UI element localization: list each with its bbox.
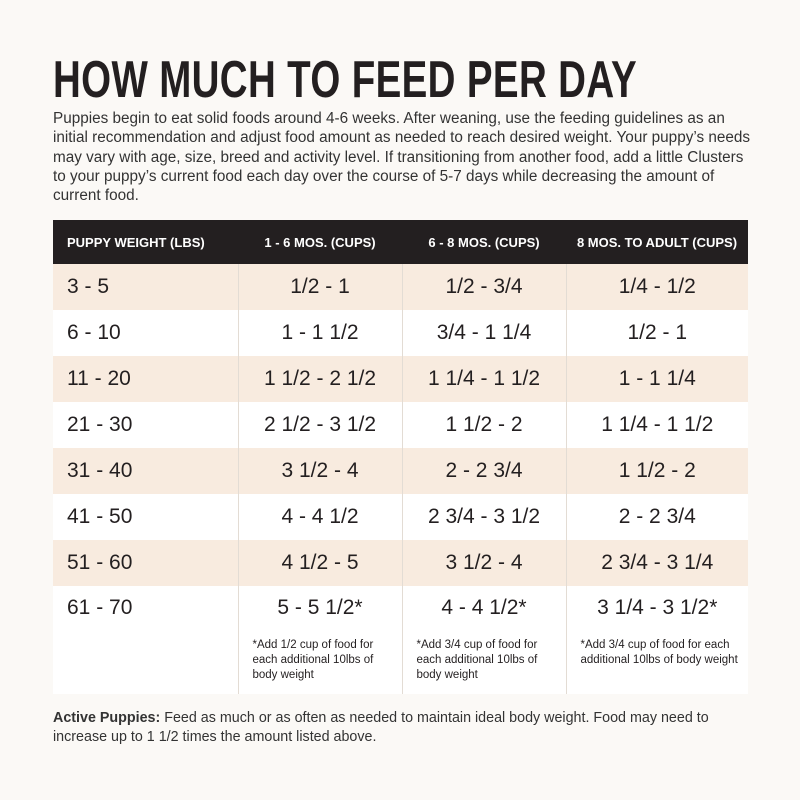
- table-cell: 61 - 70: [53, 586, 238, 694]
- cell-value: 1 1/4 - 1 1/2: [601, 413, 714, 436]
- cell-value: 2 - 2 3/4: [618, 505, 696, 528]
- cell-value: 4 - 4 1/2*: [441, 596, 527, 619]
- note: *Add 3/4 cup of food for each additional…: [416, 639, 538, 681]
- cell-value: 2 3/4 - 3 1/4: [601, 551, 714, 574]
- cell-value: 41 - 50: [67, 505, 133, 528]
- cell-value: 1 1/2 - 2: [618, 459, 696, 482]
- cell-value: 1/2 - 3/4: [445, 275, 523, 298]
- column-header: 6 - 8 MOS. (CUPS): [402, 220, 566, 264]
- table-cell: 3 - 5: [53, 264, 238, 310]
- table-row: 31 - 40 3 1/2 - 4 2 - 2 3/4 1 1/2 - 2: [53, 448, 748, 494]
- table-cell: 3 1/2 - 4: [237, 448, 402, 494]
- table-cell: 31 - 40: [53, 448, 238, 494]
- table-body: 3 - 5 1/2 - 1 1/2 - 3/4 1/4 - 1/2 6 - 10 1 - …: [53, 264, 748, 694]
- cell-value: 1/2 - 1: [290, 275, 350, 298]
- table-cell: 2 1/2 - 3 1/2: [237, 402, 402, 448]
- table-cell: 4 - 4 1/2* *Add 3/4 cup of food for each …: [401, 586, 566, 694]
- cell-value: 4 1/2 - 5: [281, 551, 359, 574]
- table-cell: 2 - 2 3/4: [565, 494, 748, 540]
- table-cell: 4 - 4 1/2: [237, 494, 402, 540]
- table-cell: 1 1/2 - 2: [565, 448, 748, 494]
- table-row: 51 - 60 4 1/2 - 5 3 1/2 - 4 2 3/4 - 3 1/4: [53, 540, 748, 586]
- cell-value: 1 - 1 1/2: [281, 321, 359, 344]
- table-row: 11 - 20 1 1/2 - 2 1/2 1 1/4 - 1 1/2 1 - 1 1…: [53, 356, 748, 402]
- cell-value: 61 - 70: [67, 596, 133, 619]
- footer: Active Puppies: Feed as much or as often…: [53, 709, 753, 746]
- note: *Add 3/4 cup of food for each additional…: [580, 639, 738, 666]
- cell-value: 4 - 4 1/2: [281, 505, 359, 528]
- table-cell: 3 1/2 - 4: [401, 540, 566, 586]
- cell-value: 2 - 2 3/4: [445, 459, 523, 482]
- cell-value: 1 1/2 - 2: [445, 413, 523, 436]
- table-row: 61 - 70 5 - 5 1/2* *Add 1/2 cup of food fo…: [53, 586, 748, 694]
- cell-value: 11 - 20: [67, 367, 131, 390]
- cell-value: 5 - 5 1/2*: [277, 596, 363, 619]
- table-cell: 1/2 - 3/4: [401, 264, 566, 310]
- cell-value: 3 1/2 - 4: [445, 551, 523, 574]
- cell-value: 3 - 5: [67, 275, 110, 298]
- column-header: 1 - 6 MOS. (CUPS): [238, 220, 402, 264]
- header-row: PUPPY WEIGHT (LBS) 1 - 6 MOS. (CUPS) 6 - 8…: [53, 220, 748, 264]
- note: *Add 1/2 cup of food for each additional…: [252, 639, 374, 681]
- table-cell: 3 1/4 - 3 1/2* *Add 3/4 cup of food for e…: [565, 586, 748, 694]
- intro: Puppies begin to eat solid foods around …: [53, 110, 751, 205]
- table-cell: 51 - 60: [53, 540, 238, 586]
- cell-value: 21 - 30: [67, 413, 133, 436]
- footer-label: Active Puppies:: [53, 710, 161, 726]
- cell-value: 3 1/2 - 4: [281, 459, 359, 482]
- table-cell: 1 1/4 - 1 1/2: [565, 402, 748, 448]
- cell-value: 51 - 60: [67, 551, 133, 574]
- table-cell: 2 3/4 - 3 1/4: [565, 540, 748, 586]
- cell-value: 2 3/4 - 3 1/2: [427, 505, 541, 528]
- table-cell: 1 1/4 - 1 1/2: [401, 356, 566, 402]
- cell-value: 3 1/4 - 3 1/2*: [597, 596, 718, 619]
- table-cell: 21 - 30: [53, 402, 238, 448]
- table-cell: 1/2 - 1: [237, 264, 402, 310]
- table-cell: 2 - 2 3/4: [401, 448, 566, 494]
- table-cell: 41 - 50: [53, 494, 238, 540]
- table-row: 21 - 30 2 1/2 - 3 1/2 1 1/2 - 2 1 1/4 - 1 1…: [53, 402, 748, 448]
- cell-value: 6 - 10: [67, 321, 121, 344]
- table-cell: 6 - 10: [53, 310, 238, 356]
- cell-value: 1/4 - 1/2: [618, 275, 696, 298]
- cell-value: 1 - 1 1/4: [618, 367, 696, 390]
- table-cell: 2 3/4 - 3 1/2: [401, 494, 566, 540]
- cell-value: 1/2 - 1: [627, 321, 688, 344]
- column-header: 8 MOS. TO ADULT (CUPS): [566, 220, 748, 264]
- feeding-table: PUPPY WEIGHT (LBS) 1 - 6 MOS. (CUPS) 6 - 8…: [53, 220, 748, 694]
- cell-value: 1 1/4 - 1 1/2: [427, 367, 541, 390]
- cell-value: 3/4 - 1 1/4: [436, 321, 532, 344]
- table-cell: 4 1/2 - 5: [237, 540, 402, 586]
- cell-value: 2 1/2 - 3 1/2: [263, 413, 377, 436]
- table-cell: 1 1/2 - 2 1/2: [237, 356, 402, 402]
- table-cell: 5 - 5 1/2* *Add 1/2 cup of food for each …: [237, 586, 402, 694]
- table-row: 6 - 10 1 - 1 1/2 3/4 - 1 1/4 1/2 - 1: [53, 310, 748, 356]
- title: HOW MUCH TO FEED PER DAY: [53, 51, 637, 109]
- cell-value: 1 1/2 - 2 1/2: [263, 367, 377, 390]
- table-row: 3 - 5 1/2 - 1 1/2 - 3/4 1/4 - 1/2: [53, 264, 748, 310]
- column-header: PUPPY WEIGHT (LBS): [53, 220, 238, 264]
- table-cell: 1 1/2 - 2: [401, 402, 566, 448]
- cell-value: 31 - 40: [67, 459, 133, 482]
- table-cell: 1 - 1 1/4: [565, 356, 748, 402]
- footer-text: Feed as much or as often as needed to ma…: [53, 710, 709, 745]
- table-cell: 1/4 - 1/2: [565, 264, 748, 310]
- table-cell: 3/4 - 1 1/4: [401, 310, 566, 356]
- table-cell: 1 - 1 1/2: [237, 310, 402, 356]
- table-cell: 1/2 - 1: [565, 310, 748, 356]
- table-cell: 11 - 20: [53, 356, 238, 402]
- table-row: 41 - 50 4 - 4 1/2 2 3/4 - 3 1/2 2 - 2 3/4: [53, 494, 748, 540]
